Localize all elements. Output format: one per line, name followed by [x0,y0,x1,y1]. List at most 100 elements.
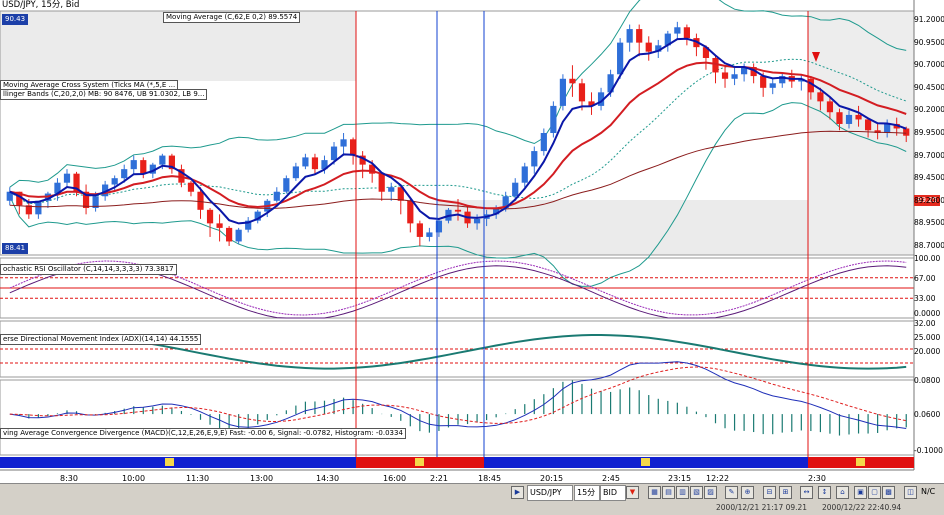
y-tick-label: 90.2000 [914,105,944,115]
candle-body [235,229,242,242]
candle-body [226,227,233,242]
candle-body [845,114,853,124]
candle-body [903,128,910,136]
candle-body [578,83,586,102]
chart-tool-icon[interactable]: ▧ [690,486,703,499]
current-price-tag: 89.25 [914,195,941,206]
candle-body [683,27,690,39]
candle-body [349,139,357,156]
candle-body [82,191,90,209]
session-bar-1 [0,457,356,468]
symbol-select[interactable]: USD/JPY [527,485,573,501]
bollinger-mid-line [9,58,907,205]
candle-body [54,182,61,194]
candle-body [626,29,633,43]
chart-tool-icon[interactable]: ◫ [904,486,917,499]
candle-body [884,123,891,133]
y-tick-label: 25.000 [914,333,941,342]
bollinger-legend[interactable]: llinger Bands (C,20,2,0) MB: 90 8476, UB… [0,89,208,100]
scroll-right-icon[interactable]: ▶ [511,486,524,499]
chart-tool-icon[interactable]: ▣ [854,486,867,499]
x-tick-label: 2:21 [430,474,448,483]
candle-body [92,196,99,209]
y-tick-label: 89.4500 [914,173,944,183]
macd-legend[interactable]: ving Average Convergence Divergence (MAC… [0,428,406,439]
candle-body [168,155,175,170]
moving-average-legend[interactable]: Moving Average (C,62,E 0,2) 89.5574 [163,12,301,23]
ma-slow-line [9,61,907,210]
bollinger-lower-line [9,102,907,287]
candle-body [655,45,662,52]
candle-body [760,76,767,88]
status-right: 2000/12/22 22:40.94 [822,503,902,512]
chart-tool-icon[interactable]: ⊞ [779,486,792,499]
candle-body [569,78,576,84]
x-tick-label: 2:30 [808,474,826,483]
candle-body [531,151,538,167]
timeframe-select[interactable]: 15分 [574,485,600,501]
chart-tool-icon[interactable]: ▨ [704,486,717,499]
candle-body [779,76,786,84]
candle-body [149,164,156,174]
candle-body [159,155,166,165]
candle-body [302,157,309,167]
candle-body [454,209,462,212]
candle-body [378,173,385,192]
candle-body [407,200,414,224]
candle-body [140,160,147,174]
x-tick-label: 18:45 [478,474,502,483]
candle-body [559,78,567,106]
stoch-rsi-legend[interactable]: ochastic RSI Oscillator (C,14,14,3,3,3,3… [0,264,177,275]
chart-tool-icon[interactable]: ✎ [725,486,738,499]
candle-body [216,223,223,228]
candle-body [731,74,738,79]
chart-tool-icon[interactable]: ↔ [800,486,813,499]
chart-tool-icon[interactable]: ▢ [868,486,881,499]
chart-title: USD/JPY, 15分, Bid [2,0,80,10]
chart-tool-icon[interactable]: ▦ [648,486,661,499]
session-flag-icon [641,458,650,466]
y-tick-label: 88.9500 [914,218,944,228]
candle-body [130,160,137,170]
candle-body [111,178,118,185]
chart-tool-icon[interactable]: ▤ [662,486,675,499]
status-left: 2000/12/21 21:17 09.21 [716,503,808,512]
candle-body [178,169,185,183]
candle-body [397,187,404,201]
price-type-select[interactable]: BID [600,485,626,501]
y-tick-label: 89.2000 [914,195,944,205]
x-tick-label: 20:15 [540,474,564,483]
candle-body [369,164,376,174]
y-tick-label: 88.7000 [914,240,944,250]
session-flag-icon [415,458,424,466]
candle-body [321,160,328,170]
y-tick-label: 0.0600 [914,410,941,419]
candle-body [721,72,729,79]
candle-body [35,200,42,215]
candle-body [502,196,509,209]
session-flag-icon [165,458,174,466]
chart-tool-icon[interactable]: ⊕ [741,486,754,499]
y-tick-label: -0.1000 [914,446,943,455]
adx-line [9,333,907,370]
adx-legend[interactable]: erse Directional Movement Index (ADX)(14… [0,334,202,345]
candle-body [493,208,500,215]
chart-tool-icon[interactable]: ↕ [818,486,831,499]
chart-tool-icon[interactable]: ▥ [676,486,689,499]
prev-price-tag: 90.43 [2,14,29,25]
session-flag-icon [856,458,865,466]
candle-body [473,218,481,224]
candle-body [254,211,261,221]
indicators-label[interactable]: N/C [921,487,936,496]
candle-body [540,133,547,152]
chart-tool-icon[interactable]: ⊟ [763,486,776,499]
x-tick-label: 2:45 [602,474,620,483]
red-arrow-icon[interactable]: ▼ [626,486,639,499]
chart-tool-icon[interactable]: ⌂ [836,486,849,499]
candle-body [340,139,347,147]
y-tick-label: 33.00 [914,294,936,303]
candle-body [617,42,624,75]
candle-body [426,232,433,237]
candle-body [864,119,872,131]
chart-tool-icon[interactable]: ▩ [882,486,895,499]
